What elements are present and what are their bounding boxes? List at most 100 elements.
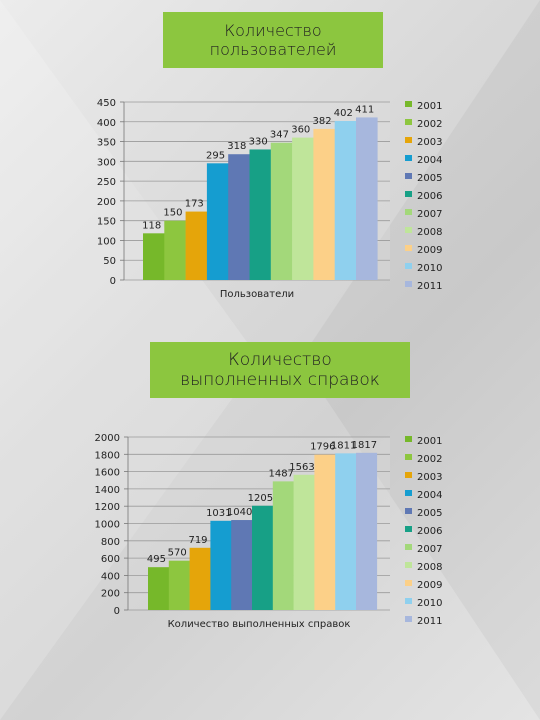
bar-2004 xyxy=(210,520,232,610)
legend-swatch-2009 xyxy=(405,245,412,251)
legend-swatch-2004 xyxy=(405,490,412,496)
bar-2009 xyxy=(313,128,335,280)
legend-swatch-2011 xyxy=(405,281,412,287)
bar-2011 xyxy=(356,452,378,610)
bar-2004 xyxy=(206,163,229,280)
legend-label-2004: 2004 xyxy=(417,490,442,501)
legend-label-2010: 2010 xyxy=(417,263,442,274)
bar-2010 xyxy=(334,120,357,280)
data-label-2005: 318 xyxy=(227,141,246,152)
legend-swatch-2006 xyxy=(405,526,412,532)
legend-label-2005: 2005 xyxy=(417,173,442,184)
legend-swatch-2001 xyxy=(405,101,412,107)
bar-2003 xyxy=(185,211,208,280)
legend-label-2002: 2002 xyxy=(417,454,442,465)
y-tick-label: 50 xyxy=(103,256,116,267)
bar-2007 xyxy=(270,142,293,280)
legend-label-2007: 2007 xyxy=(417,544,442,555)
data-label-2003: 173 xyxy=(185,199,204,210)
legend-swatch-2003 xyxy=(405,472,412,478)
data-label-2007: 347 xyxy=(270,130,289,141)
legend-label-2005: 2005 xyxy=(417,508,442,519)
legend-label-2006: 2006 xyxy=(417,191,442,202)
bar-2001 xyxy=(143,233,165,280)
legend-label-2003: 2003 xyxy=(417,472,442,483)
chart-title-requests-line1: Количество xyxy=(228,350,332,370)
legend-label-2001: 2001 xyxy=(417,436,442,447)
y-tick-label: 1400 xyxy=(95,485,120,496)
legend-swatch-2009 xyxy=(405,580,412,586)
legend-swatch-2006 xyxy=(405,191,412,197)
bar-2001 xyxy=(148,567,170,610)
legend-swatch-2011 xyxy=(405,616,412,622)
y-tick-label: 600 xyxy=(101,554,120,565)
data-label-2009: 1796 xyxy=(310,442,335,453)
data-label-2007: 1487 xyxy=(268,468,293,479)
chart-title-requests-line2: выполненных справок xyxy=(180,370,380,390)
data-label-2002: 570 xyxy=(168,548,187,559)
legend-swatch-2008 xyxy=(405,562,412,568)
y-tick-label: 1600 xyxy=(95,468,120,479)
bar-2006 xyxy=(252,505,274,610)
bar-2011 xyxy=(356,117,378,280)
bar-2009 xyxy=(314,454,336,610)
y-tick-label: 200 xyxy=(101,589,120,600)
data-label-2004: 1031 xyxy=(206,508,231,519)
y-tick-label: 0 xyxy=(110,276,116,287)
legend-label-2009: 2009 xyxy=(417,580,442,591)
legend-swatch-2010 xyxy=(405,598,412,604)
y-tick-label: 1800 xyxy=(95,450,120,461)
legend-label-2011: 2011 xyxy=(417,281,442,292)
y-tick-label: 250 xyxy=(97,177,116,188)
data-label-2004: 295 xyxy=(206,150,225,161)
data-label-2011: 1817 xyxy=(352,440,377,451)
bar-2006 xyxy=(249,149,272,280)
bar-2008 xyxy=(292,137,314,280)
legend-label-2007: 2007 xyxy=(417,209,442,220)
legend-swatch-2003 xyxy=(405,137,412,143)
y-tick-label: 100 xyxy=(97,236,116,247)
legend-swatch-2001 xyxy=(405,436,412,442)
data-label-2001: 495 xyxy=(147,554,166,565)
legend-swatch-2002 xyxy=(405,454,412,460)
bar-2007 xyxy=(272,481,294,610)
users-bar-chart: 0501001502002503003504004501181501732953… xyxy=(97,98,443,300)
y-tick-label: 150 xyxy=(97,217,116,228)
data-label-2008: 1563 xyxy=(289,462,314,473)
legend-label-2003: 2003 xyxy=(417,137,442,148)
legend-label-2006: 2006 xyxy=(417,526,442,537)
legend-label-2011: 2011 xyxy=(417,616,442,627)
chart-title-requests: Количество выполненных справок xyxy=(150,342,410,398)
legend-label-2010: 2010 xyxy=(417,598,442,609)
legend-label-2008: 2008 xyxy=(417,227,442,238)
legend-swatch-2007 xyxy=(405,544,412,550)
legend-label-2004: 2004 xyxy=(417,155,442,166)
data-label-2003: 719 xyxy=(188,535,207,546)
legend-swatch-2005 xyxy=(405,173,412,179)
data-label-2010: 402 xyxy=(334,108,353,119)
y-tick-label: 1000 xyxy=(95,520,120,531)
bar-2002 xyxy=(164,220,186,280)
legend-label-2002: 2002 xyxy=(417,119,442,130)
y-tick-label: 2000 xyxy=(95,433,120,444)
data-label-2011: 411 xyxy=(355,104,374,115)
data-label-2001: 118 xyxy=(142,220,161,231)
data-label-2002: 150 xyxy=(163,208,182,219)
y-tick-label: 1200 xyxy=(95,502,120,513)
legend-swatch-2010 xyxy=(405,263,412,269)
bar-2005 xyxy=(228,154,250,280)
y-tick-label: 400 xyxy=(101,571,120,582)
legend-label-2009: 2009 xyxy=(417,245,442,256)
y-tick-label: 350 xyxy=(97,138,116,149)
legend-swatch-2005 xyxy=(405,508,412,514)
data-label-2010: 1811 xyxy=(331,440,356,451)
bar-2008 xyxy=(293,474,315,610)
chart-title-users-line1: Количество xyxy=(224,21,322,40)
y-tick-label: 800 xyxy=(101,537,120,548)
y-tick-label: 400 xyxy=(97,118,116,129)
data-label-2006: 330 xyxy=(249,136,268,147)
data-label-2005: 1040 xyxy=(227,507,252,518)
chart-title-users: Количество пользователей xyxy=(163,12,383,68)
y-tick-label: 200 xyxy=(97,197,116,208)
